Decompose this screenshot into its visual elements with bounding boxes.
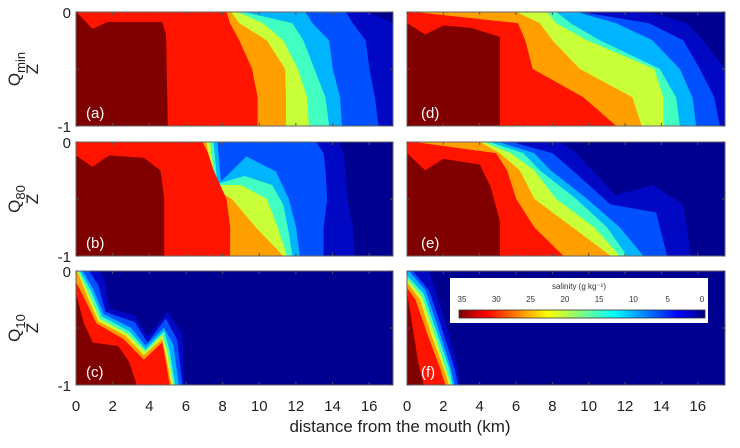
colorbar-tick-label: 20 — [560, 295, 569, 304]
contour-bands — [76, 142, 393, 256]
row-label-z: Z — [23, 194, 42, 204]
x-tick-label: 10 — [251, 398, 268, 415]
salinity-band — [407, 271, 424, 385]
row-label-q: Q10 — [5, 314, 28, 342]
colorbar-tick-label: 25 — [526, 295, 535, 304]
salinity-band — [76, 12, 168, 126]
x-tick-label: 2 — [439, 398, 447, 415]
x-tick-label: 12 — [617, 398, 634, 415]
contour-bands — [76, 12, 393, 126]
colorbar-tick-label: 30 — [492, 295, 501, 304]
panel-label: (a) — [86, 105, 104, 122]
colorbar: salinity (g kg⁻¹) 35 30 25 20 15 10 5 0 — [450, 278, 708, 323]
row-label-z: Z — [23, 64, 42, 74]
axes-layer: 0-10-10 2 4 6 8 10 12 14 160-10 2 4 6 8 10 12 14 16QminZ… — [5, 5, 706, 415]
x-tick-label: 6 — [182, 398, 190, 415]
panel-label: (e) — [421, 235, 439, 252]
row-label-z: Z — [23, 323, 42, 333]
colorbar-title: salinity (g kg⁻¹) — [552, 282, 606, 291]
salinity-band — [407, 142, 500, 256]
x-tick-label: 10 — [580, 398, 597, 415]
x-tick-label: 14 — [653, 398, 670, 415]
row-label-q-subscript: 10 — [13, 314, 28, 328]
x-tick-label: 8 — [218, 398, 226, 415]
colorbar-gradient — [458, 309, 706, 319]
y-tick-label: -1 — [58, 378, 71, 395]
panel-label: (f) — [421, 364, 435, 381]
panels-layer: (a) (b) (c) (d) (e) (f) — [75, 11, 726, 386]
row-label-q-symbol: Q — [5, 73, 24, 86]
salinity-band — [76, 142, 165, 256]
x-tick-label: 0 — [72, 398, 80, 415]
colorbar-tick-label: 35 — [458, 295, 467, 304]
contour-bands — [407, 12, 725, 126]
x-tick-label: 0 — [403, 398, 411, 415]
row-label-q-symbol: Q — [5, 200, 24, 213]
colorbar-tick-label: 15 — [595, 295, 604, 304]
x-tick-label: 14 — [324, 398, 341, 415]
colorbar-tick-label: 0 — [700, 295, 705, 304]
x-tick-label: 6 — [512, 398, 520, 415]
row-label-q-subscript: 80 — [13, 185, 28, 199]
y-tick-label: 0 — [63, 5, 71, 22]
panel-label: (b) — [86, 235, 104, 252]
y-tick-label: 0 — [63, 135, 71, 152]
panel-label: (d) — [421, 105, 439, 122]
x-tick-label: 2 — [108, 398, 116, 415]
x-tick-label: 16 — [689, 398, 706, 415]
contour-panel-e: (e) — [406, 141, 726, 257]
row-label-q-subscript: min — [13, 52, 28, 73]
row-label-q-symbol: Q — [5, 329, 24, 342]
contour-panel-d: (d) — [406, 11, 726, 127]
row-label-q: Qmin — [5, 52, 28, 86]
x-tick-label: 12 — [288, 398, 305, 415]
x-tick-label: 8 — [548, 398, 556, 415]
x-axis-label: distance from the mouth (km) — [289, 417, 510, 436]
x-tick-label: 4 — [145, 398, 153, 415]
contour-panel-c: (c) — [75, 270, 394, 386]
y-tick-label: -1 — [58, 119, 71, 136]
y-tick-label: -1 — [58, 249, 71, 266]
colorbar-tick-labels: 35 30 25 20 15 10 5 0 — [458, 295, 705, 304]
contour-bands — [407, 142, 725, 256]
x-tick-label: 16 — [361, 398, 378, 415]
x-tick-label: 4 — [476, 398, 484, 415]
colorbar-tick-label: 10 — [629, 295, 638, 304]
colorbar-tick-label: 5 — [665, 295, 670, 304]
y-tick-label: 0 — [63, 264, 71, 281]
contour-panel-b: (b) — [75, 141, 394, 257]
salinity-band — [76, 271, 137, 385]
salinity-band — [407, 12, 500, 126]
panel-label: (c) — [86, 364, 104, 381]
contour-bands — [76, 271, 393, 385]
row-label-q: Q80 — [5, 185, 28, 213]
contour-panel-a: (a) — [75, 11, 394, 127]
